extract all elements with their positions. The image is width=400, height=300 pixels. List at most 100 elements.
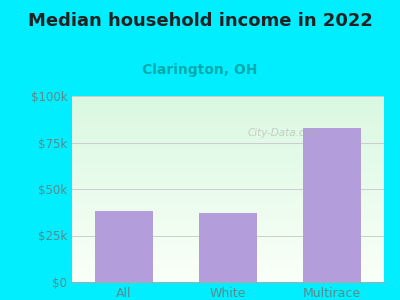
Bar <box>72 153 384 154</box>
Bar <box>72 266 384 267</box>
Bar <box>72 203 384 204</box>
Bar <box>72 230 384 231</box>
Bar <box>72 161 384 162</box>
Bar <box>72 253 384 254</box>
Bar <box>72 272 384 273</box>
Bar <box>72 217 384 218</box>
Bar <box>72 185 384 186</box>
Bar <box>72 144 384 145</box>
Bar <box>72 159 384 160</box>
Bar <box>72 187 384 188</box>
Bar <box>72 136 384 137</box>
Bar <box>72 177 384 178</box>
Bar <box>72 214 384 215</box>
Bar <box>72 174 384 175</box>
Bar <box>72 151 384 152</box>
Bar <box>72 243 384 244</box>
Bar <box>72 193 384 194</box>
Bar <box>72 133 384 134</box>
Bar <box>72 241 384 242</box>
Bar <box>72 268 384 269</box>
Bar <box>72 251 384 252</box>
Bar <box>72 215 384 216</box>
Bar <box>72 245 384 246</box>
Bar <box>72 178 384 179</box>
Bar <box>72 183 384 184</box>
Bar <box>72 175 384 176</box>
Bar <box>72 258 384 259</box>
Bar <box>72 224 384 225</box>
Bar <box>72 152 384 153</box>
Bar <box>72 229 384 230</box>
Bar <box>72 169 384 170</box>
Bar <box>72 207 384 208</box>
Bar <box>72 271 384 272</box>
Bar <box>72 171 384 172</box>
Bar <box>72 250 384 251</box>
Bar <box>72 231 384 232</box>
Bar <box>303 128 361 282</box>
Bar <box>72 252 384 253</box>
Bar <box>72 233 384 234</box>
Bar <box>72 112 384 113</box>
Bar <box>72 128 384 130</box>
Bar <box>72 114 384 115</box>
Bar <box>72 216 384 217</box>
Bar <box>72 208 384 209</box>
Bar <box>72 120 384 121</box>
Bar <box>72 96 384 97</box>
Bar <box>72 118 384 119</box>
Bar <box>72 130 384 131</box>
Bar <box>72 127 384 128</box>
Bar <box>72 211 384 212</box>
Bar <box>72 148 384 149</box>
Bar <box>72 138 384 139</box>
Bar <box>72 107 384 108</box>
Bar <box>72 134 384 135</box>
Bar <box>72 191 384 192</box>
Bar <box>72 235 384 236</box>
Bar <box>72 256 384 257</box>
Bar <box>72 115 384 116</box>
Bar <box>72 124 384 125</box>
Bar <box>72 192 384 193</box>
Bar <box>72 176 384 177</box>
Bar <box>72 188 384 189</box>
Bar <box>72 164 384 165</box>
Bar <box>72 213 384 214</box>
Bar <box>72 143 384 144</box>
Bar <box>72 104 384 105</box>
Bar <box>72 260 384 261</box>
Bar <box>72 158 384 159</box>
Bar <box>72 140 384 141</box>
Bar <box>72 184 384 185</box>
Bar <box>72 173 384 174</box>
Bar <box>72 170 384 171</box>
Bar <box>72 249 384 250</box>
Bar <box>72 275 384 276</box>
Bar <box>72 195 384 196</box>
Bar <box>72 273 384 274</box>
Bar <box>72 280 384 281</box>
Bar <box>72 201 384 202</box>
Bar <box>72 212 384 213</box>
Bar <box>72 204 384 205</box>
Bar <box>72 137 384 138</box>
Bar <box>72 180 384 181</box>
Bar <box>72 264 384 265</box>
Bar <box>72 209 384 210</box>
Bar <box>72 199 384 200</box>
Bar <box>72 155 384 156</box>
Bar <box>72 131 384 132</box>
Bar <box>72 278 384 279</box>
Bar <box>72 225 384 226</box>
Bar <box>72 123 384 124</box>
Bar <box>72 194 384 195</box>
Text: City-Data.com: City-Data.com <box>247 128 321 138</box>
Bar <box>72 132 384 133</box>
Bar <box>72 166 384 167</box>
Bar <box>72 160 384 161</box>
Bar <box>72 139 384 140</box>
Bar <box>72 110 384 111</box>
Bar <box>72 168 384 169</box>
